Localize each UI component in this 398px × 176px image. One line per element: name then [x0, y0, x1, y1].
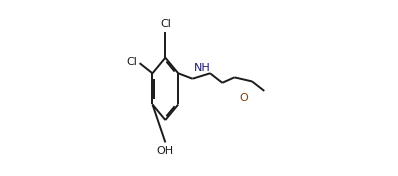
Text: Cl: Cl	[127, 57, 138, 67]
Text: O: O	[239, 93, 248, 103]
Text: NH: NH	[193, 63, 210, 73]
Text: OH: OH	[157, 146, 174, 156]
Text: Cl: Cl	[160, 19, 171, 29]
